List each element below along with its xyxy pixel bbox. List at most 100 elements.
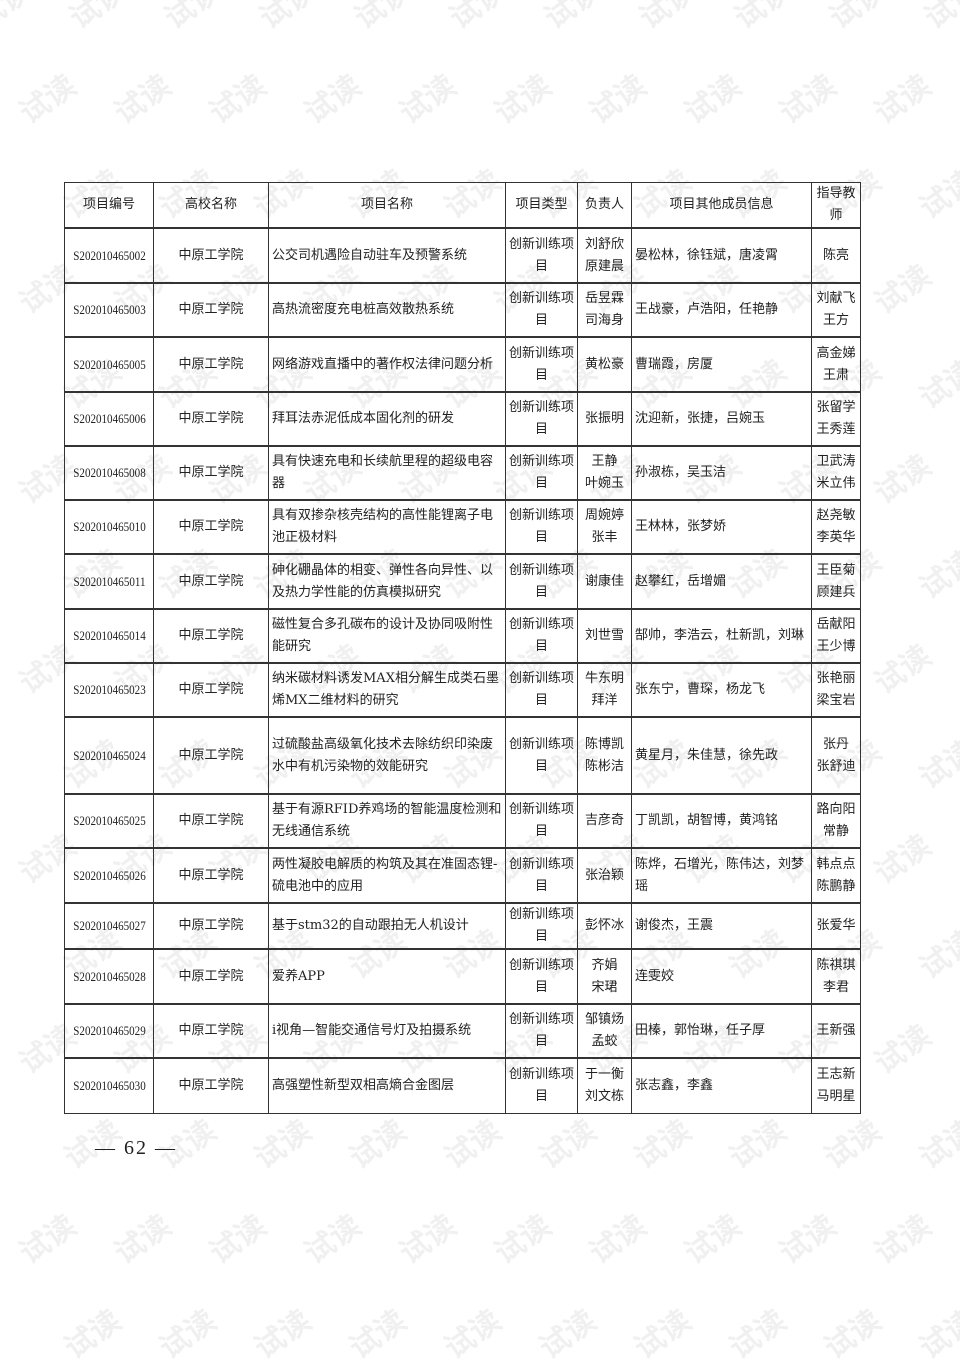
- school-name: 中原工学院: [153, 499, 269, 555]
- advisor-name: 王臣菊: [816, 562, 856, 578]
- watermark-text: 试读: [817, 1303, 888, 1367]
- leader-name: 孟蛟: [591, 1034, 618, 1049]
- watermark-text: 试读: [57, 1303, 128, 1367]
- watermark-text: 试读: [867, 68, 938, 132]
- project-name: 具有双掺杂核壳结构的高性能锂离子电池正极材料: [268, 499, 506, 555]
- project-type: 创新训练项目: [505, 227, 578, 284]
- advisor-name: 岳献阳: [816, 617, 856, 632]
- leader-name: 拜洋: [591, 693, 618, 708]
- school-name: 中原工学院: [153, 948, 269, 1005]
- leader-name: 彭怀冰: [584, 918, 624, 933]
- advisor: 王新强: [811, 1003, 861, 1059]
- watermark-text: 试读: [297, 68, 368, 132]
- table-row: S202010465027 中原工学院 基于stm32的自动跟拍无人机设计 创新训练项…: [64, 902, 861, 950]
- advisor: 岳献阳 王少博: [811, 608, 861, 664]
- leader: 牛东明 拜洋: [577, 662, 632, 718]
- project-type: 创新训练项目: [505, 716, 578, 795]
- advisor-name: 韩点点: [816, 856, 856, 872]
- project-id: S202010465008: [70, 445, 148, 501]
- leader-name: 宋珺: [591, 979, 618, 995]
- project-type: 创新训练项目: [505, 948, 578, 1005]
- advisor-name: 张丹: [822, 736, 849, 752]
- watermark-text: 试读: [867, 258, 938, 322]
- advisor-name: 赵尧敏: [816, 508, 856, 523]
- project-id: S202010465011: [70, 553, 148, 610]
- leader-name: 邹镇炀: [584, 1012, 624, 1027]
- advisor: 陈亮: [811, 227, 861, 284]
- table-row: S202010465024 中原工学院 过硫酸盐高级氧化技术去除纺织印染废水中有机污…: [64, 716, 861, 795]
- project-table: 项目编号 高校名称 项目名称 项目类型 负责人 项目其他成员信息 指导教师 S2…: [64, 182, 861, 1114]
- watermark-text: 试读: [202, 1208, 273, 1272]
- advisor-name: 卫武涛: [816, 454, 856, 469]
- school-name: 中原工学院: [153, 445, 269, 501]
- other-members: 孙淑栋，吴玉洁: [631, 445, 812, 501]
- watermark-text: 试读: [342, 1303, 413, 1367]
- leader: 张治颖: [577, 847, 632, 904]
- advisor-name: 李英华: [816, 530, 856, 545]
- advisor: 张爱华: [811, 902, 861, 950]
- leader-name: 刘舒欣: [584, 236, 624, 252]
- leader: 吉彦奇: [577, 793, 632, 849]
- other-members: 连雯姣: [631, 948, 812, 1005]
- advisor-name: 陈鹏静: [816, 878, 856, 894]
- project-id: S202010465027: [70, 902, 148, 950]
- table-row: S202010465008 中原工学院 具有快速充电和长续航里程的超级电容器 创新训练…: [64, 445, 861, 501]
- watermark-text: 试读: [12, 68, 83, 132]
- header-members: 项目其他成员信息: [631, 182, 812, 229]
- leader-name: 张治颖: [584, 867, 624, 883]
- advisor-name: 王少博: [816, 639, 856, 654]
- project-type: 创新训练项目: [505, 445, 578, 501]
- leader-name: 吉彦奇: [584, 813, 624, 828]
- header-school: 高校名称: [153, 182, 269, 229]
- leader-name: 于一衡: [584, 1066, 624, 1082]
- project-name: i视角—智能交通信号灯及拍摄系统: [268, 1003, 506, 1059]
- project-id: S202010465025: [70, 793, 148, 849]
- leader-name: 王静: [591, 454, 618, 469]
- watermark-text: 试读: [917, 0, 960, 37]
- project-name: 两性凝胶电解质的构筑及其在准固态锂-硫电池中的应用: [268, 847, 506, 904]
- header-project-name: 项目名称: [268, 182, 506, 229]
- advisor-name: 张留学: [816, 400, 856, 415]
- table-row: S202010465006 中原工学院 拜耳法赤泥低成本固化剂的研发 创新训练项目 张振…: [64, 391, 861, 447]
- watermark-text: 试读: [107, 1208, 178, 1272]
- project-name: 高热流密度充电桩高效散热系统: [268, 282, 506, 338]
- advisor-name: 王秀莲: [816, 422, 856, 437]
- other-members: 黄星月，朱佳慧，徐先政: [631, 716, 812, 795]
- leader-name: 原建晨: [584, 258, 624, 274]
- project-id: S202010465002: [70, 227, 148, 284]
- table-row: S202010465003 中原工学院 高热流密度充电桩高效散热系统 创新训练项目 岳昱…: [64, 282, 861, 338]
- advisor-name: 梁宝岩: [816, 693, 856, 708]
- advisor: 赵尧敏 李英华: [811, 499, 861, 555]
- watermark-text: 试读: [12, 1208, 83, 1272]
- watermark-text: 试读: [867, 448, 938, 512]
- project-id: S202010465026: [70, 847, 148, 904]
- project-name: 基于stm32的自动跟拍无人机设计: [268, 902, 506, 950]
- project-type: 创新训练项目: [505, 1003, 578, 1059]
- watermark-text: 试读: [392, 1208, 463, 1272]
- advisor-name: 张舒迪: [816, 758, 856, 774]
- other-members: 王战豪，卢浩阳，任艳静: [631, 282, 812, 338]
- table-row: S202010465028 中原工学院 爱养APP 创新训练项目 齐娟 宋珺 连雯姣 陈祺琪李…: [64, 948, 861, 1005]
- watermark-text: 试读: [912, 1303, 960, 1367]
- leader: 刘世雪: [577, 608, 632, 664]
- watermark-text: 试读: [0, 0, 38, 37]
- other-members: 丁凯凯，胡智博，黄鸿铭: [631, 793, 812, 849]
- leader-name: 张振明: [584, 411, 624, 426]
- leader-name: 黄松豪: [584, 356, 624, 372]
- watermark-text: 试读: [392, 68, 463, 132]
- table-row: S202010465010 中原工学院 具有双掺杂核壳结构的高性能锂离子电池正极材料…: [64, 499, 861, 555]
- watermark-text: 试读: [822, 0, 893, 37]
- school-name: 中原工学院: [153, 336, 269, 393]
- table-row: S202010465002 中原工学院 公交司机遇险自动驻车及预警系统 创新训练项目刘…: [64, 227, 861, 284]
- other-members: 张东宁，曹琛，杨龙飞: [631, 662, 812, 718]
- leader: 岳昱霖 司海身: [577, 282, 632, 338]
- project-name: 纳米碳材料诱发MAX相分解生成类石墨烯MX二维材料的研究: [268, 662, 506, 718]
- advisor-name: 马明星: [816, 1088, 856, 1104]
- table-row: S202010465023 中原工学院 纳米碳材料诱发MAX相分解生成类石墨烯MX二…: [64, 662, 861, 718]
- watermark-text: 试读: [772, 68, 843, 132]
- advisor-name: 高金娣: [816, 345, 856, 361]
- watermark-text: 试读: [532, 1303, 603, 1367]
- leader-name: 刘世雪: [584, 628, 624, 643]
- project-name: 磁性复合多孔碳布的设计及协同吸附性能研究: [268, 608, 506, 664]
- header-project-type: 项目类型: [505, 182, 578, 229]
